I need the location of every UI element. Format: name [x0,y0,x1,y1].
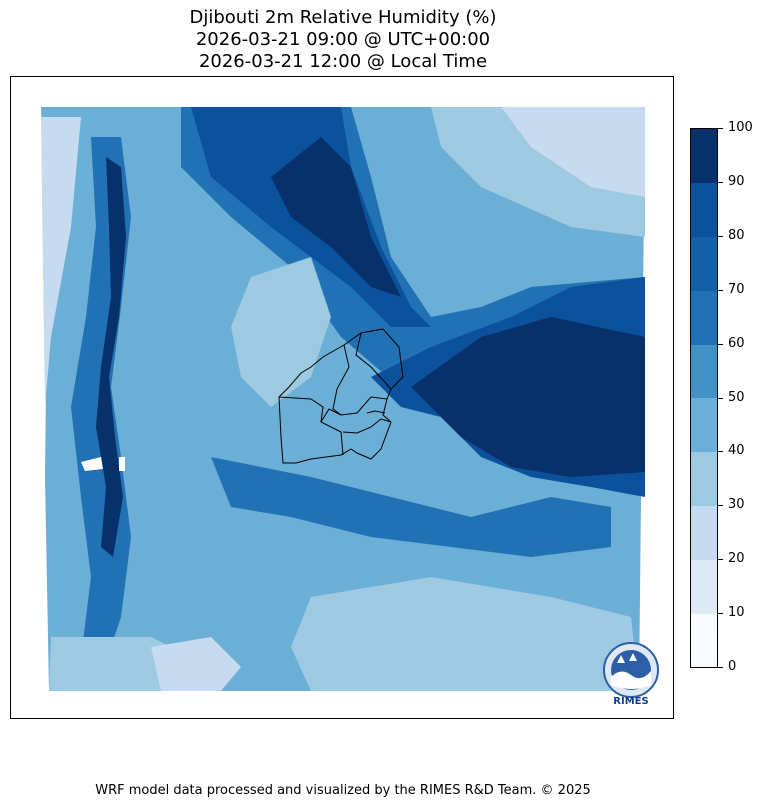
colorbar-tick [718,613,723,615]
colorbar-tick-label: 100 [728,120,753,135]
humidity-map [41,107,645,691]
rimes-logo: RIMES [599,641,663,709]
humid-band-south [211,457,611,557]
colorbar [690,128,718,668]
colorbar-tick-label: 20 [728,551,745,567]
colorbar-tick-label: 40 [728,443,745,459]
colorbar-tick-label: 90 [728,173,745,189]
humidity-field [41,107,645,691]
title-line-2: 2026-03-21 09:00 @ UTC+00:00 [195,29,491,50]
region-dikhil [278,396,344,456]
colorbar-tick-label: 0 [728,659,737,674]
gulf-saturated-area [411,317,645,477]
colorbar-tick-label: 70 [728,281,745,297]
title-line-3: 2026-03-21 12:00 @ Local Time [198,51,488,72]
footer-credit: WRF model data processed and visualized … [95,783,591,798]
missing-data-patch-2 [119,457,125,471]
colorbar-tick-label: 30 [728,497,745,513]
dry-strip-west [41,117,81,407]
region-arta [320,408,342,423]
colorbar-tick [718,397,723,399]
western-saturated-streak [96,157,126,557]
colorbar-tick [718,235,723,237]
colorbar-tick-label: 10 [728,605,745,621]
dry-region-south [291,577,639,691]
colorbar-segment [691,613,717,668]
rimes-logo-text: RIMES [613,696,649,707]
colorbar-tick-label: 80 [728,227,745,243]
colorbar-segment [691,290,717,345]
title-line-1: Djibouti 2m Relative Humidity (%) [189,7,497,28]
colorbar-tick [718,181,723,183]
colorbar-tick [718,343,723,345]
colorbar-segment [691,451,717,507]
colorbar-tick [718,505,723,507]
djibouti-boundaries [278,328,404,464]
colorbar-segment [691,398,717,453]
very-dry-region-northeast [501,107,645,197]
country-outline [278,328,404,464]
colorbar-tick [718,451,723,453]
colorbar-segment [691,129,717,184]
region-tadjourah [332,344,388,416]
colorbar-tick [718,128,723,129]
colorbar-segment [691,505,717,560]
saturated-core-north [271,137,401,297]
missing-data-patch [81,457,103,471]
colorbar-segment [691,236,717,291]
colorbar-tick [718,289,723,291]
region-djibouti-city [366,410,386,414]
rimes-emblem-icon [603,642,659,698]
colorbar-segment [691,344,717,399]
map-frame: RIMES [10,76,674,719]
colorbar-tick-label: 60 [728,335,745,351]
region-ali-sabieh [342,418,392,434]
very-dry-patch-south [151,637,241,691]
colorbar-segment [691,182,717,238]
colorbar-tick [718,667,723,668]
colorbar-tick-label: 50 [728,389,745,405]
colorbar-tick [718,559,723,561]
colorbar-segment [691,559,717,614]
region-obock [355,332,392,390]
